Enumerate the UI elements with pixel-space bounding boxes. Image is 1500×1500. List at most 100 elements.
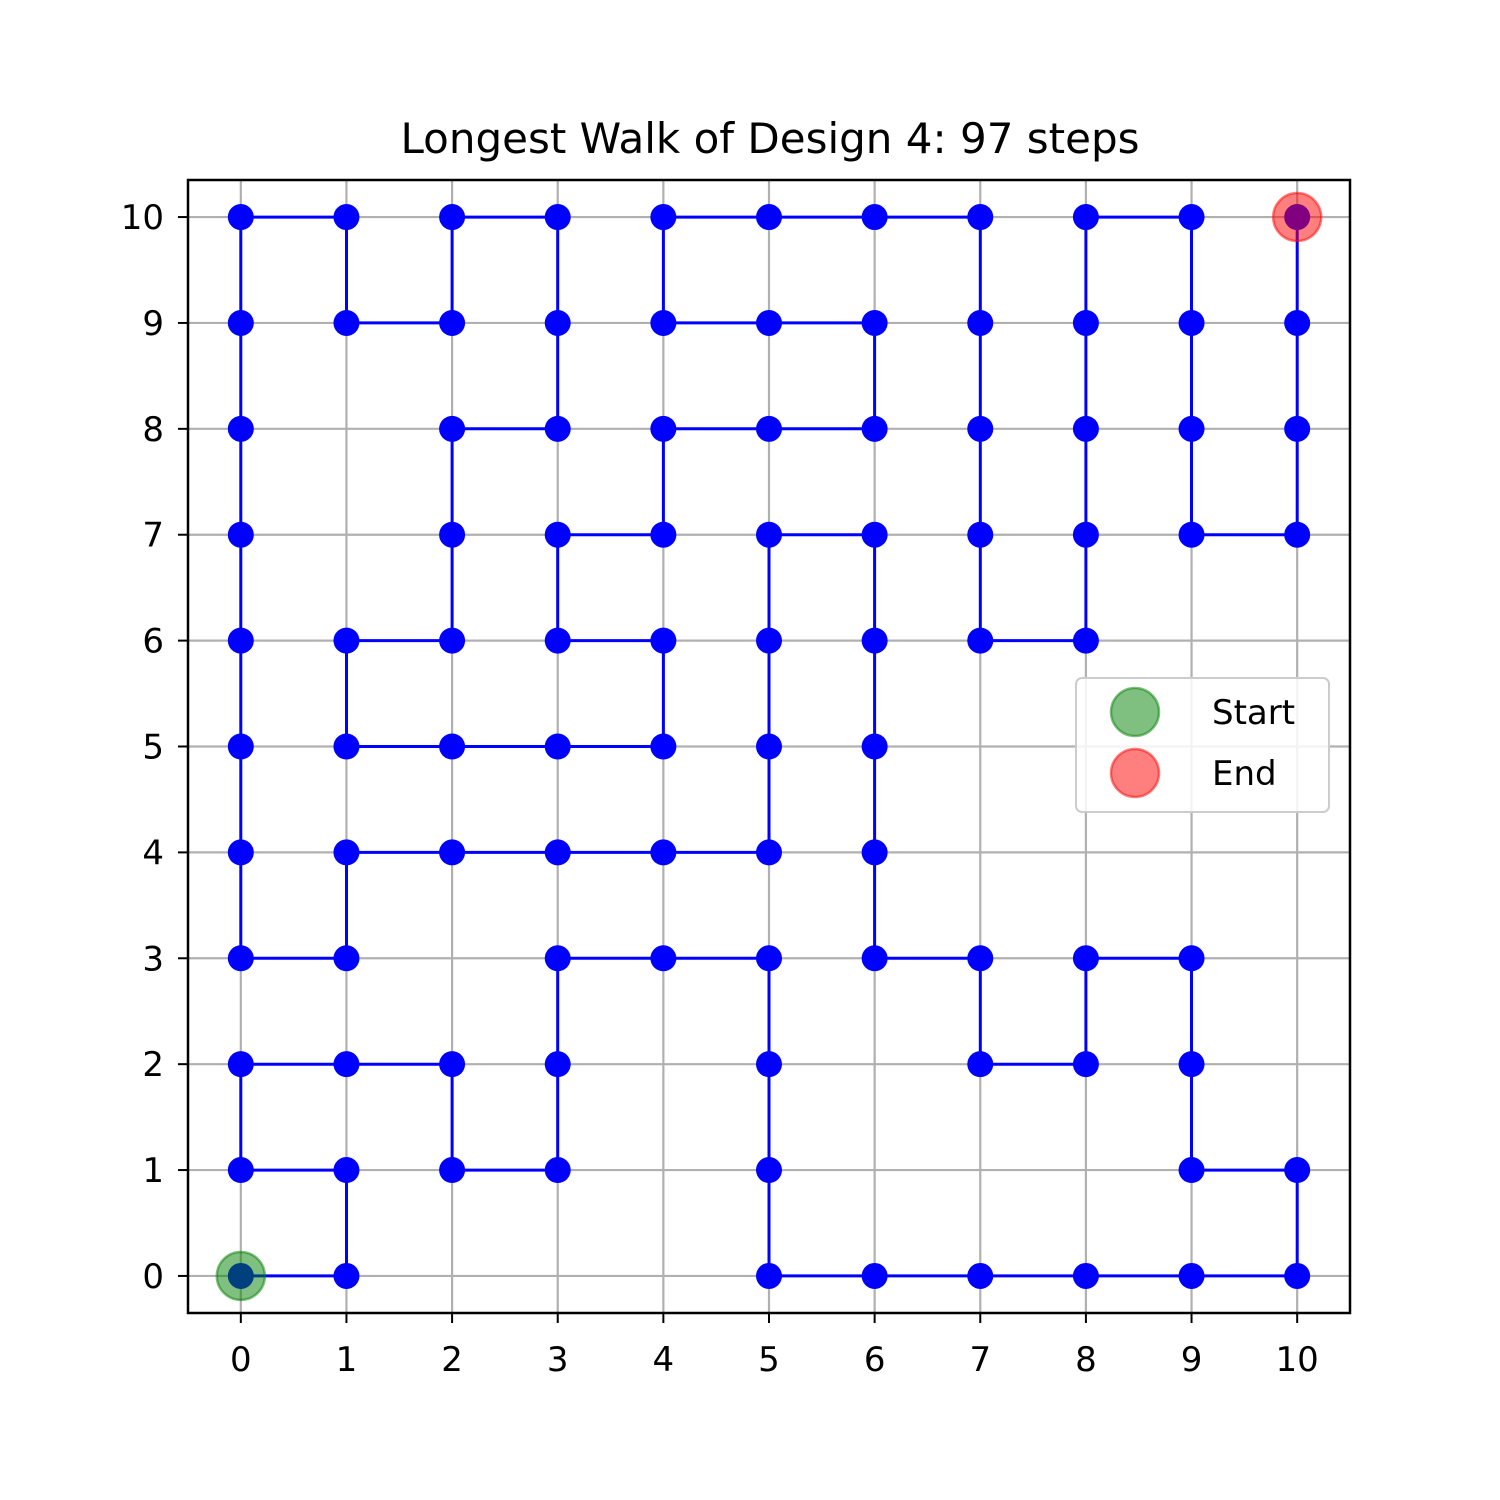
walk-point bbox=[650, 733, 677, 760]
walk-point bbox=[227, 627, 254, 654]
walk-point bbox=[756, 839, 782, 866]
walk-point bbox=[756, 1262, 782, 1289]
walk-point bbox=[861, 839, 888, 866]
y-tick-label: 8 bbox=[142, 410, 164, 450]
walk-point bbox=[439, 204, 466, 231]
walk-point bbox=[544, 1051, 571, 1078]
walk-points bbox=[227, 204, 1311, 1289]
walk-point bbox=[439, 627, 466, 654]
y-tick-label: 10 bbox=[121, 198, 164, 238]
walk-point bbox=[650, 415, 677, 442]
walk-point bbox=[1178, 415, 1205, 442]
walk-point bbox=[227, 521, 254, 548]
y-tick-label: 6 bbox=[142, 622, 164, 662]
walk-point bbox=[650, 309, 677, 336]
walk-point bbox=[1284, 521, 1311, 548]
x-tick-label: 3 bbox=[547, 1340, 569, 1380]
walk-point bbox=[333, 733, 360, 760]
y-tick-label: 4 bbox=[142, 833, 164, 873]
x-tick-label: 9 bbox=[1181, 1340, 1203, 1380]
y-tick-label: 7 bbox=[142, 516, 164, 556]
walk-point bbox=[967, 521, 994, 548]
y-tick-label: 3 bbox=[142, 939, 164, 979]
walk-point bbox=[333, 1051, 360, 1078]
walk-point bbox=[544, 1157, 571, 1184]
walk-point bbox=[861, 521, 888, 548]
walk-point bbox=[756, 627, 782, 654]
walk-point bbox=[227, 1051, 254, 1078]
walk-point bbox=[1284, 1262, 1311, 1289]
walk-point bbox=[1072, 945, 1099, 972]
walk-point bbox=[544, 733, 571, 760]
walk-point bbox=[1284, 1157, 1311, 1184]
end-marker bbox=[1271, 191, 1323, 243]
walk-point bbox=[333, 309, 360, 336]
x-tick-label: 0 bbox=[230, 1340, 252, 1380]
x-tick-label: 6 bbox=[864, 1340, 886, 1380]
walk-point bbox=[439, 839, 466, 866]
walk-point bbox=[1072, 309, 1099, 336]
walk-point bbox=[544, 521, 571, 548]
walk-point bbox=[1178, 1262, 1205, 1289]
walk-point bbox=[756, 309, 782, 336]
walk-point bbox=[756, 415, 782, 442]
walk-point bbox=[756, 204, 782, 231]
walk-point bbox=[439, 733, 466, 760]
walk-point bbox=[650, 627, 677, 654]
walk-point bbox=[1178, 945, 1205, 972]
walk-point bbox=[1072, 627, 1099, 654]
walk-point bbox=[650, 521, 677, 548]
walk-point bbox=[1072, 1051, 1099, 1078]
walk-point bbox=[227, 309, 254, 336]
legend-start-label: Start bbox=[1212, 693, 1295, 733]
walk-point bbox=[861, 733, 888, 760]
walk-point bbox=[439, 1051, 466, 1078]
y-tick-label: 5 bbox=[142, 728, 164, 768]
legend-start-swatch bbox=[1109, 686, 1161, 738]
walk-point bbox=[1178, 309, 1205, 336]
walk-point bbox=[650, 945, 677, 972]
walk-point bbox=[967, 1051, 994, 1078]
x-tick-label: 4 bbox=[653, 1340, 675, 1380]
walk-point bbox=[439, 309, 466, 336]
walk-point bbox=[756, 1051, 782, 1078]
legend-end-swatch bbox=[1109, 747, 1161, 799]
walk-point bbox=[861, 309, 888, 336]
walk-point bbox=[1284, 415, 1311, 442]
walk-point bbox=[756, 945, 782, 972]
walk-point bbox=[439, 521, 466, 548]
walk-point bbox=[544, 627, 571, 654]
walk-point bbox=[333, 627, 360, 654]
walk-point bbox=[544, 309, 571, 336]
walk-point bbox=[967, 309, 994, 336]
walk-point bbox=[544, 415, 571, 442]
walk-point bbox=[227, 1157, 254, 1184]
walk-point bbox=[544, 204, 571, 231]
walk-point bbox=[227, 204, 254, 231]
walk-point bbox=[227, 945, 254, 972]
walk-point bbox=[333, 1157, 360, 1184]
walk-point bbox=[1284, 309, 1311, 336]
walk-point bbox=[861, 1262, 888, 1289]
walk-point bbox=[967, 204, 994, 231]
start-marker bbox=[215, 1250, 267, 1302]
y-tick-label: 1 bbox=[142, 1151, 164, 1191]
walk-point bbox=[861, 945, 888, 972]
axis-ticks: 0 1 2 3 4 5 6 7 8 9 10 0 1 2 3 4 5 6 7 8 9 10 bbox=[121, 198, 1319, 1380]
y-tick-label: 2 bbox=[142, 1045, 164, 1085]
walk-point bbox=[333, 839, 360, 866]
y-tick-label: 0 bbox=[142, 1257, 164, 1297]
walk-point bbox=[544, 945, 571, 972]
walk-point bbox=[756, 1157, 782, 1184]
walk-point bbox=[439, 1157, 466, 1184]
legend-end-label: End bbox=[1212, 754, 1277, 794]
walk-point bbox=[967, 627, 994, 654]
walk-point bbox=[650, 204, 677, 231]
walk-point bbox=[861, 415, 888, 442]
chart-title: Longest Walk of Design 4: 97 steps bbox=[400, 114, 1139, 163]
walk-point bbox=[1072, 1262, 1099, 1289]
walk-point bbox=[650, 839, 677, 866]
walk-point bbox=[333, 945, 360, 972]
walk-point bbox=[227, 839, 254, 866]
walk-point bbox=[227, 733, 254, 760]
